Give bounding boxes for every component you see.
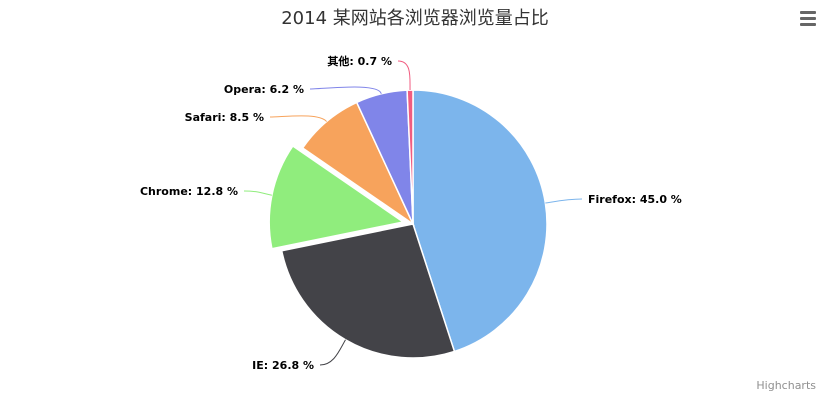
pie-connector-safari [269, 115, 327, 122]
chart-title: 2014 某网站各浏览器浏览量占比 [281, 8, 549, 29]
hamburger-menu-icon[interactable] [796, 8, 820, 30]
credits-link[interactable]: Highcharts [756, 379, 816, 392]
pie-label-opera: Opera: 6.2 % [224, 83, 304, 96]
pie-label-chrome: Chrome: 12.8 % [140, 185, 238, 198]
pie-label-other-5: 其他: 0.7 % [327, 54, 392, 68]
pie-label-safari: Safari: 8.5 % [185, 111, 264, 124]
pie-connector-chrome [243, 190, 273, 196]
menu-bar-bottom [800, 23, 816, 26]
pie-label-firefox: Firefox: 45.0 % [588, 193, 682, 206]
pie-connector-ie [319, 339, 346, 366]
pie-label-ie: IE: 26.8 % [252, 359, 314, 372]
pie-connector-firefox [545, 198, 583, 204]
menu-bar-top [800, 11, 816, 14]
menu-bar-middle [800, 17, 816, 20]
pie-connector-opera [309, 86, 382, 95]
pie-labels: Firefox: 45.0 % IE: 26.8 % Chrome: 12.8 % S… [140, 54, 682, 372]
pie-slice-chrome[interactable] [268, 144, 406, 250]
pie-connector-other-5 [397, 60, 411, 91]
pie-slices [268, 89, 548, 359]
pie-connectors [243, 60, 583, 366]
